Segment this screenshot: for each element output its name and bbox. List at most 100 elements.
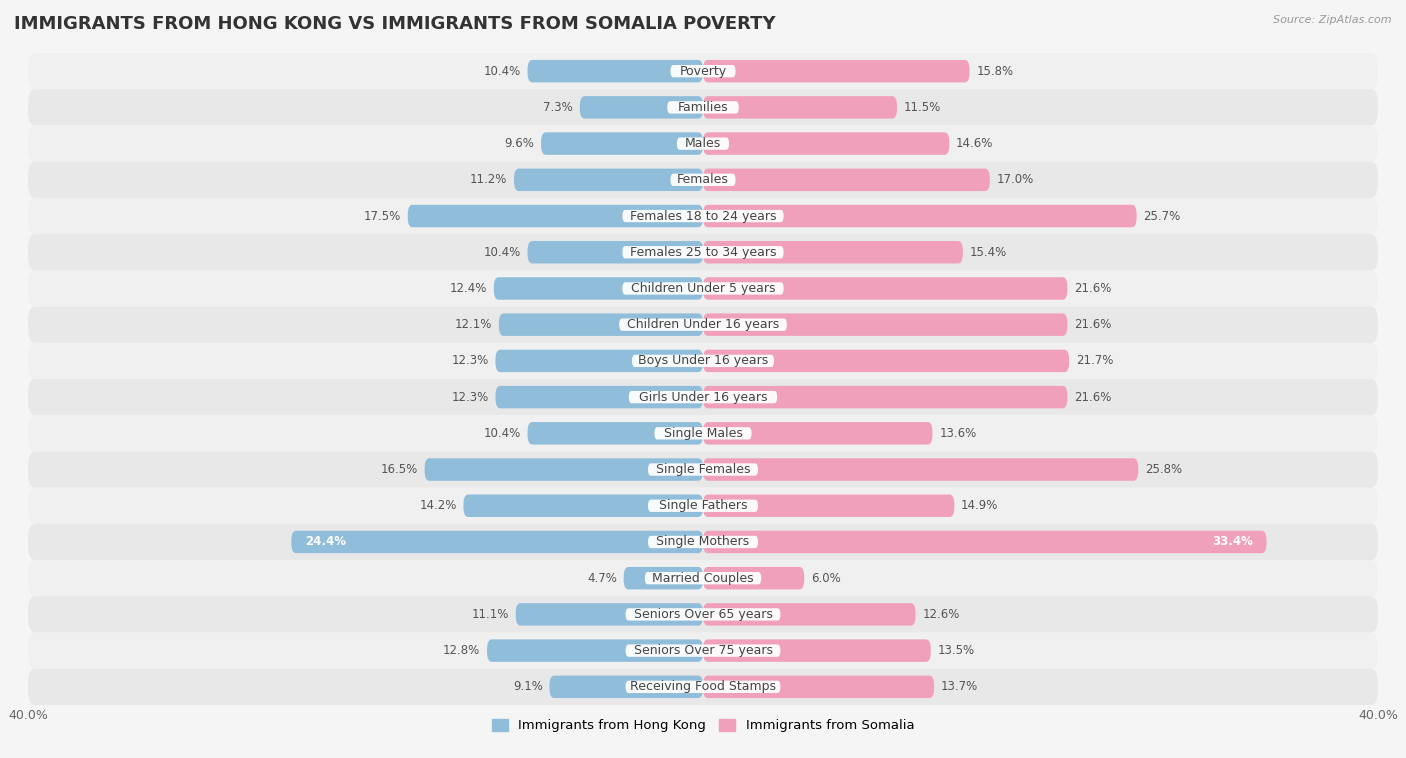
FancyBboxPatch shape xyxy=(703,531,1267,553)
FancyBboxPatch shape xyxy=(28,415,1378,452)
FancyBboxPatch shape xyxy=(703,168,990,191)
FancyBboxPatch shape xyxy=(623,282,783,295)
FancyBboxPatch shape xyxy=(619,318,787,330)
Text: 16.5%: 16.5% xyxy=(381,463,418,476)
FancyBboxPatch shape xyxy=(425,459,703,481)
FancyBboxPatch shape xyxy=(28,306,1378,343)
Text: 24.4%: 24.4% xyxy=(305,535,346,549)
Text: 15.8%: 15.8% xyxy=(976,64,1014,77)
Text: Families: Families xyxy=(678,101,728,114)
FancyBboxPatch shape xyxy=(28,524,1378,560)
FancyBboxPatch shape xyxy=(550,675,703,698)
FancyBboxPatch shape xyxy=(703,314,1067,336)
FancyBboxPatch shape xyxy=(671,174,735,186)
Text: 10.4%: 10.4% xyxy=(484,246,520,258)
FancyBboxPatch shape xyxy=(28,234,1378,271)
Text: 21.6%: 21.6% xyxy=(1074,282,1112,295)
Text: 12.8%: 12.8% xyxy=(443,644,481,657)
Text: Children Under 16 years: Children Under 16 years xyxy=(627,318,779,331)
Text: 4.7%: 4.7% xyxy=(588,572,617,584)
FancyBboxPatch shape xyxy=(703,675,934,698)
Text: 14.9%: 14.9% xyxy=(962,500,998,512)
Text: Males: Males xyxy=(685,137,721,150)
FancyBboxPatch shape xyxy=(703,277,1067,299)
Text: Married Couples: Married Couples xyxy=(652,572,754,584)
FancyBboxPatch shape xyxy=(703,386,1067,409)
FancyBboxPatch shape xyxy=(703,459,1139,481)
FancyBboxPatch shape xyxy=(495,349,703,372)
FancyBboxPatch shape xyxy=(703,133,949,155)
FancyBboxPatch shape xyxy=(28,452,1378,487)
Text: 10.4%: 10.4% xyxy=(484,64,520,77)
Text: 14.2%: 14.2% xyxy=(419,500,457,512)
Text: 11.2%: 11.2% xyxy=(470,174,508,186)
FancyBboxPatch shape xyxy=(541,133,703,155)
Text: Females 25 to 34 years: Females 25 to 34 years xyxy=(630,246,776,258)
FancyBboxPatch shape xyxy=(28,343,1378,379)
FancyBboxPatch shape xyxy=(28,89,1378,126)
Text: 21.6%: 21.6% xyxy=(1074,390,1112,403)
Text: Single Fathers: Single Fathers xyxy=(659,500,747,512)
FancyBboxPatch shape xyxy=(645,572,761,584)
Text: Boys Under 16 years: Boys Under 16 years xyxy=(638,355,768,368)
FancyBboxPatch shape xyxy=(28,198,1378,234)
Text: 25.8%: 25.8% xyxy=(1144,463,1182,476)
FancyBboxPatch shape xyxy=(703,567,804,590)
FancyBboxPatch shape xyxy=(28,271,1378,306)
Text: Source: ZipAtlas.com: Source: ZipAtlas.com xyxy=(1274,15,1392,25)
Text: 13.6%: 13.6% xyxy=(939,427,976,440)
FancyBboxPatch shape xyxy=(527,422,703,444)
Text: IMMIGRANTS FROM HONG KONG VS IMMIGRANTS FROM SOMALIA POVERTY: IMMIGRANTS FROM HONG KONG VS IMMIGRANTS … xyxy=(14,15,776,33)
Text: 13.7%: 13.7% xyxy=(941,681,979,694)
FancyBboxPatch shape xyxy=(703,96,897,118)
FancyBboxPatch shape xyxy=(494,277,703,299)
Text: 12.1%: 12.1% xyxy=(454,318,492,331)
FancyBboxPatch shape xyxy=(676,137,730,150)
Text: 17.5%: 17.5% xyxy=(364,209,401,223)
FancyBboxPatch shape xyxy=(408,205,703,227)
FancyBboxPatch shape xyxy=(703,60,970,83)
FancyBboxPatch shape xyxy=(654,428,752,440)
FancyBboxPatch shape xyxy=(703,422,932,444)
FancyBboxPatch shape xyxy=(626,608,780,621)
Text: 12.4%: 12.4% xyxy=(450,282,486,295)
FancyBboxPatch shape xyxy=(516,603,703,625)
FancyBboxPatch shape xyxy=(626,681,780,693)
FancyBboxPatch shape xyxy=(703,603,915,625)
FancyBboxPatch shape xyxy=(495,386,703,409)
Text: Single Mothers: Single Mothers xyxy=(657,535,749,549)
FancyBboxPatch shape xyxy=(648,500,758,512)
FancyBboxPatch shape xyxy=(628,391,778,403)
FancyBboxPatch shape xyxy=(624,567,703,590)
Text: Single Females: Single Females xyxy=(655,463,751,476)
Text: 7.3%: 7.3% xyxy=(543,101,574,114)
Text: 17.0%: 17.0% xyxy=(997,174,1033,186)
FancyBboxPatch shape xyxy=(626,644,780,656)
FancyBboxPatch shape xyxy=(703,494,955,517)
FancyBboxPatch shape xyxy=(486,640,703,662)
FancyBboxPatch shape xyxy=(464,494,703,517)
FancyBboxPatch shape xyxy=(703,349,1069,372)
FancyBboxPatch shape xyxy=(28,669,1378,705)
FancyBboxPatch shape xyxy=(703,205,1136,227)
FancyBboxPatch shape xyxy=(28,487,1378,524)
FancyBboxPatch shape xyxy=(579,96,703,118)
Text: 9.6%: 9.6% xyxy=(505,137,534,150)
Text: 11.5%: 11.5% xyxy=(904,101,941,114)
Text: Girls Under 16 years: Girls Under 16 years xyxy=(638,390,768,403)
FancyBboxPatch shape xyxy=(703,640,931,662)
FancyBboxPatch shape xyxy=(28,560,1378,597)
Text: 12.3%: 12.3% xyxy=(451,390,489,403)
Text: Females: Females xyxy=(678,174,728,186)
FancyBboxPatch shape xyxy=(28,597,1378,632)
Text: 6.0%: 6.0% xyxy=(811,572,841,584)
FancyBboxPatch shape xyxy=(648,463,758,476)
Text: 13.5%: 13.5% xyxy=(938,644,974,657)
FancyBboxPatch shape xyxy=(28,632,1378,669)
Text: Poverty: Poverty xyxy=(679,64,727,77)
FancyBboxPatch shape xyxy=(291,531,703,553)
FancyBboxPatch shape xyxy=(28,161,1378,198)
FancyBboxPatch shape xyxy=(527,60,703,83)
Text: 15.4%: 15.4% xyxy=(970,246,1007,258)
FancyBboxPatch shape xyxy=(671,65,735,77)
